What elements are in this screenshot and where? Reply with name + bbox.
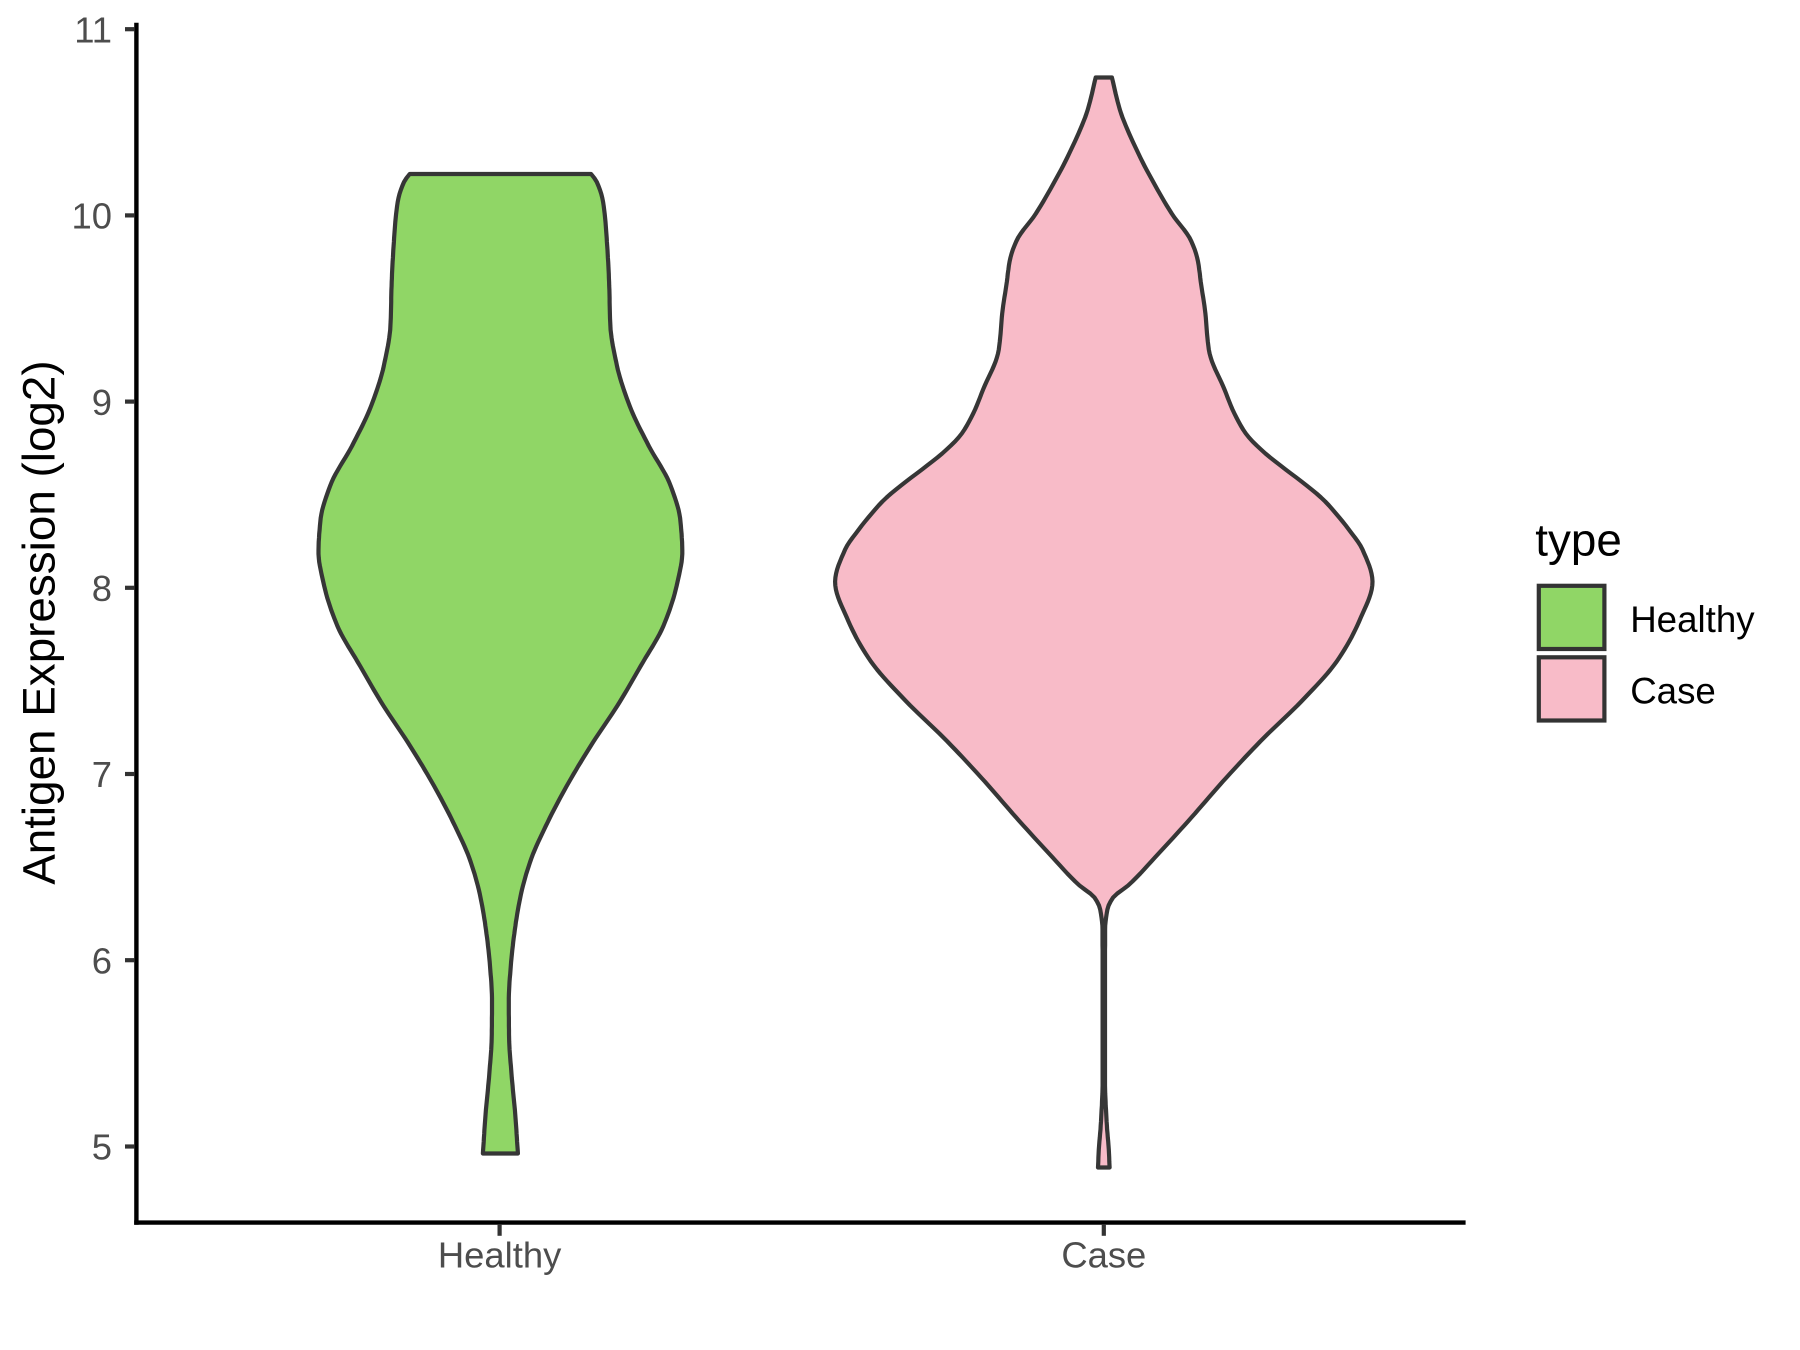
svg-text:8: 8 — [92, 568, 112, 609]
svg-text:5: 5 — [92, 1127, 112, 1168]
svg-text:11: 11 — [74, 9, 112, 50]
svg-text:Healthy: Healthy — [1630, 599, 1755, 640]
svg-text:Healthy: Healthy — [438, 1235, 562, 1276]
svg-text:10: 10 — [72, 196, 112, 237]
svg-text:6: 6 — [92, 940, 112, 981]
svg-text:9: 9 — [92, 382, 112, 423]
svg-text:7: 7 — [92, 754, 112, 795]
svg-text:Antigen Expression (log2): Antigen Expression (log2) — [13, 360, 64, 884]
svg-text:type: type — [1535, 515, 1622, 566]
svg-text:Case: Case — [1061, 1235, 1146, 1276]
svg-text:Case: Case — [1630, 670, 1716, 711]
